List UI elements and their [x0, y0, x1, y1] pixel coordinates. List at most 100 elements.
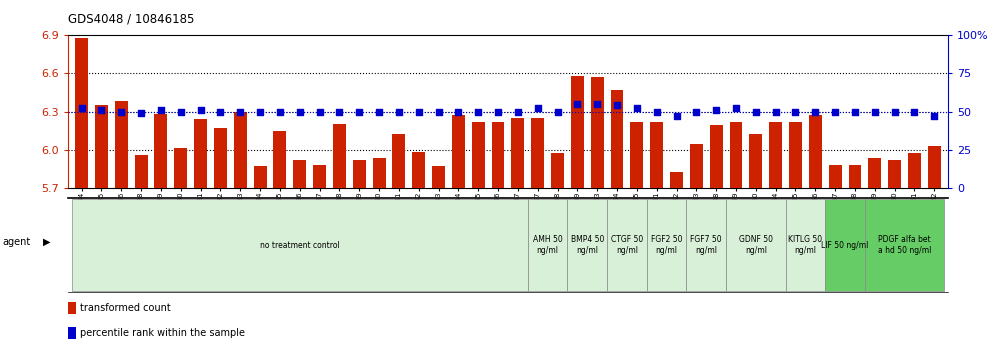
Point	[648, 109, 664, 114]
Bar	[254, 166, 267, 188]
Text: FGF7 50
ng/ml: FGF7 50 ng/ml	[690, 235, 722, 255]
Text: percentile rank within the sample: percentile rank within the sample	[81, 328, 245, 338]
Bar	[95, 105, 108, 188]
Bar	[686, 199, 726, 291]
Point	[172, 109, 188, 114]
Point	[372, 109, 387, 114]
Point	[410, 109, 426, 114]
Bar	[313, 165, 326, 188]
Text: GDS4048 / 10846185: GDS4048 / 10846185	[68, 12, 194, 25]
Point	[748, 109, 764, 114]
Bar	[174, 148, 187, 188]
Point	[828, 109, 844, 114]
Point	[530, 105, 546, 111]
Bar	[571, 76, 584, 188]
Bar	[134, 155, 147, 188]
Point	[192, 107, 208, 113]
Bar	[829, 165, 842, 188]
Point	[133, 110, 149, 116]
Point	[926, 113, 942, 119]
Text: PDGF alfa bet
a hd 50 ng/ml: PDGF alfa bet a hd 50 ng/ml	[877, 235, 931, 255]
Bar	[608, 199, 646, 291]
Text: AMH 50
ng/ml: AMH 50 ng/ml	[533, 235, 563, 255]
Bar	[749, 135, 762, 188]
Text: transformed count: transformed count	[81, 303, 171, 313]
Point	[352, 109, 368, 114]
Text: ▶: ▶	[43, 236, 51, 247]
Point	[708, 107, 724, 113]
Point	[312, 109, 328, 114]
Bar	[710, 125, 723, 188]
Point	[114, 109, 129, 114]
Text: LIF 50 ng/ml: LIF 50 ng/ml	[822, 241, 869, 250]
Bar	[630, 122, 643, 188]
Bar	[849, 165, 862, 188]
Point	[430, 109, 446, 114]
Point	[212, 109, 228, 114]
Point	[688, 109, 704, 114]
Point	[470, 109, 486, 114]
Point	[232, 109, 248, 114]
Bar	[75, 38, 88, 188]
Bar	[769, 122, 782, 188]
Bar	[888, 160, 901, 188]
Point	[332, 109, 348, 114]
Bar	[611, 90, 623, 188]
Bar	[789, 122, 802, 188]
Point	[668, 113, 684, 119]
Bar	[68, 327, 77, 339]
Bar	[412, 152, 425, 188]
Bar	[353, 160, 366, 188]
Bar	[115, 101, 127, 188]
Point	[788, 109, 804, 114]
Bar	[333, 124, 346, 188]
Point	[153, 107, 169, 113]
Point	[252, 109, 268, 114]
Bar	[928, 146, 941, 188]
Bar	[650, 122, 663, 188]
Bar	[154, 114, 167, 188]
Point	[490, 109, 506, 114]
Bar	[690, 144, 703, 188]
Bar	[432, 166, 445, 188]
Bar	[214, 128, 227, 188]
Bar	[472, 122, 485, 188]
Bar	[373, 159, 385, 188]
Bar	[234, 112, 247, 188]
Point	[550, 109, 566, 114]
Bar	[492, 122, 505, 188]
Point	[808, 109, 824, 114]
Point	[768, 109, 784, 114]
Bar	[528, 199, 568, 291]
Point	[610, 103, 625, 108]
Text: BMP4 50
ng/ml: BMP4 50 ng/ml	[571, 235, 604, 255]
Bar	[68, 302, 77, 314]
Point	[590, 101, 606, 107]
Bar	[568, 199, 608, 291]
Bar	[392, 135, 405, 188]
Point	[628, 105, 644, 111]
Bar	[670, 172, 683, 188]
Bar	[726, 199, 786, 291]
Point	[292, 109, 308, 114]
Bar	[809, 115, 822, 188]
Bar	[826, 199, 865, 291]
Bar	[551, 153, 564, 188]
Point	[74, 105, 90, 111]
Text: CTGF 50
ng/ml: CTGF 50 ng/ml	[611, 235, 643, 255]
Point	[272, 109, 288, 114]
Bar	[591, 77, 604, 188]
Text: FGF2 50
ng/ml: FGF2 50 ng/ml	[650, 235, 682, 255]
Text: agent: agent	[2, 236, 30, 247]
Bar	[865, 199, 944, 291]
Bar	[293, 160, 306, 188]
Text: GDNF 50
ng/ml: GDNF 50 ng/ml	[739, 235, 773, 255]
Point	[510, 109, 526, 114]
Point	[847, 109, 863, 114]
Point	[390, 109, 406, 114]
Bar	[72, 199, 528, 291]
Bar	[194, 119, 207, 188]
Point	[450, 109, 466, 114]
Bar	[274, 131, 287, 188]
Point	[906, 109, 922, 114]
